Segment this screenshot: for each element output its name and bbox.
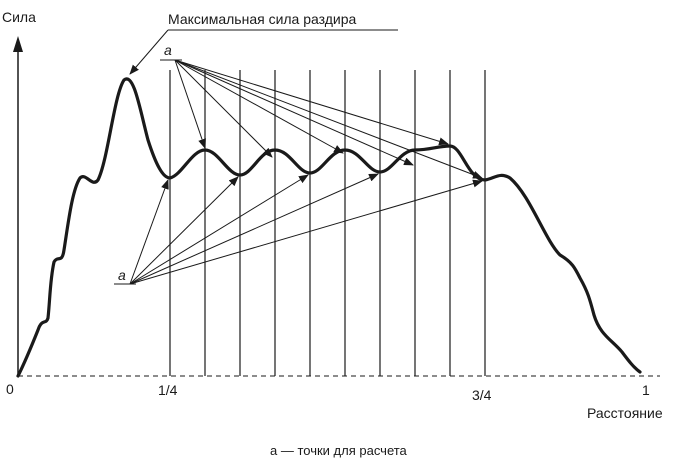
bottom-point-arrows (114, 173, 483, 285)
x-tick-three-quarter: 3/4 (472, 387, 492, 403)
y-axis-label: Сила (2, 9, 36, 25)
y-axis (13, 36, 23, 376)
x-tick-quarter: 1/4 (158, 382, 178, 398)
bottom-point-marker: a (118, 267, 126, 283)
force-curve (16, 77, 642, 378)
x-tick-0: 0 (6, 381, 14, 397)
vertical-gridlines (169, 70, 486, 376)
figure-caption: а — точки для расчета (270, 443, 408, 458)
top-point-arrows (160, 59, 483, 179)
max-force-annotation: Максимальная сила раздира (129, 11, 398, 75)
max-force-label: Максимальная сила раздира (168, 11, 357, 27)
x-axis-label: Расстояние (587, 405, 663, 421)
top-point-marker: a (164, 42, 172, 58)
x-tick-1: 1 (642, 382, 650, 398)
